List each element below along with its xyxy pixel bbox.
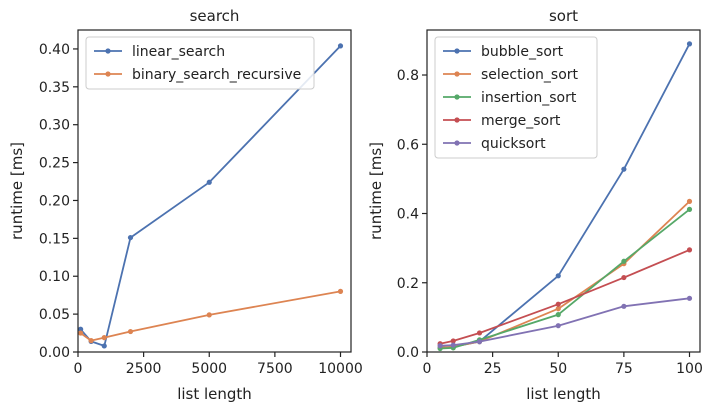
data-point-linear_search — [127, 234, 134, 241]
y-tick-label: 0.05 — [39, 307, 70, 323]
legend-marker-quicksort — [454, 140, 460, 146]
legend-marker-selection_sort — [454, 71, 460, 77]
x-tick-label: 100 — [676, 361, 703, 377]
x-axis-label: list length — [526, 385, 601, 403]
data-point-merge_sort — [555, 301, 561, 307]
y-tick-label: 0.0 — [397, 345, 419, 361]
y-tick-label: 0.25 — [39, 156, 70, 172]
y-axis-label: runtime [ms] — [367, 142, 385, 240]
y-tick-label: 0.40 — [39, 42, 70, 58]
data-point-selection_sort — [555, 306, 561, 312]
legend-label: insertion_sort — [481, 90, 577, 106]
x-tick-label: 0 — [74, 361, 83, 377]
series-line-insertion_sort — [440, 208, 691, 350]
x-tick-label: 75 — [615, 361, 633, 377]
data-point-linear_search — [101, 343, 107, 349]
chart-title: search — [190, 7, 240, 25]
y-tick-label: 0.8 — [397, 68, 419, 84]
series-line-linear_search — [79, 45, 342, 347]
x-tick-label: 25 — [484, 361, 502, 377]
x-tick-label: 2500 — [126, 361, 162, 377]
legend-marker-binary_search_recursive — [105, 71, 111, 77]
y-tick-label: 0.10 — [39, 269, 70, 285]
data-point-bubble_sort — [621, 166, 627, 172]
data-point-binary_search_recursive — [206, 312, 212, 318]
data-point-quicksort — [555, 323, 561, 329]
legend-marker-linear_search — [105, 48, 111, 54]
data-point-insertion_sort — [686, 206, 693, 212]
legend-box — [434, 36, 598, 159]
legend-marker-insertion_sort — [454, 94, 460, 100]
y-tick-label: 0.4 — [397, 207, 419, 223]
data-point-binary_search_recursive — [88, 338, 94, 344]
y-tick-label: 0.00 — [39, 345, 70, 361]
data-point-binary_search_recursive — [101, 335, 107, 341]
data-point-merge_sort — [450, 338, 456, 344]
legend-label: merge_sort — [481, 113, 561, 129]
x-tick-label: 10000 — [318, 361, 363, 377]
chart-panel-search: search 0 2500 5000 7500 10000 0.00 0.05 0.10 0.15… — [8, 7, 363, 403]
x-tick-label: 50 — [549, 361, 567, 377]
data-point-linear_search — [206, 179, 212, 185]
legend-label: binary_search_recursive — [132, 67, 301, 83]
x-tick-label: 5000 — [191, 361, 227, 377]
y-tick-label: 0.6 — [397, 137, 419, 153]
data-point-merge_sort — [621, 274, 627, 281]
data-point-binary_search_recursive — [127, 328, 134, 335]
x-axis-label: list length — [177, 385, 252, 403]
legend-label: quicksort — [481, 136, 546, 152]
legend-marker-bubble_sort — [454, 48, 460, 54]
chart-title: sort — [549, 7, 578, 25]
data-point-merge_sort — [686, 247, 693, 253]
data-point-quicksort — [686, 295, 693, 301]
y-tick-label: 0.35 — [39, 80, 70, 96]
data-point-quicksort — [621, 303, 627, 309]
legend-box — [85, 36, 315, 90]
data-point-quicksort — [476, 339, 483, 345]
y-tick-label: 0.30 — [39, 118, 70, 134]
data-point-bubble_sort — [686, 41, 693, 47]
data-point-binary_search_recursive — [78, 330, 84, 336]
plot-frame — [77, 29, 352, 353]
y-tick-label: 0.20 — [39, 193, 70, 209]
y-axis-label: runtime [ms] — [8, 142, 26, 240]
x-tick-label: 0 — [423, 361, 432, 377]
data-point-linear_search — [78, 326, 84, 332]
data-point-insertion_sort — [621, 258, 627, 264]
legend-label: bubble_sort — [481, 44, 564, 60]
legend-marker-merge_sort — [454, 117, 460, 123]
y-tick-label: 0.2 — [397, 276, 419, 292]
data-point-quicksort — [437, 343, 443, 349]
x-tick-label: 7500 — [257, 361, 293, 377]
series-line-selection_sort — [440, 200, 691, 349]
chart-panel-sort: sort 0 25 50 75 100 0.0 0.2 0.4 0.6 0.8 list length… — [367, 7, 703, 403]
legend-label: selection_sort — [481, 67, 579, 83]
data-point-merge_sort — [476, 330, 483, 336]
y-tick-label: 0.15 — [39, 231, 70, 247]
data-point-selection_sort — [686, 198, 693, 204]
data-point-binary_search_recursive — [337, 288, 344, 294]
plot-frame — [426, 29, 701, 353]
data-point-bubble_sort — [555, 273, 561, 279]
data-point-linear_search — [337, 43, 344, 49]
data-point-quicksort — [450, 342, 456, 348]
data-point-insertion_sort — [555, 312, 561, 318]
legend-label: linear_search — [132, 44, 225, 60]
